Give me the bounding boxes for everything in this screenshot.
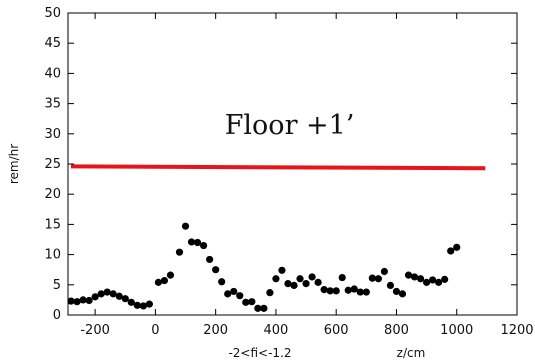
data-point (206, 255, 214, 264)
x-tick-label: 200 (203, 323, 228, 338)
data-point (109, 290, 117, 298)
x-tick-label: 1000 (440, 323, 473, 338)
floor-reference-line (71, 164, 486, 171)
x-tick-label: 0 (151, 323, 159, 338)
data-point (121, 295, 129, 303)
y-tick-label: 5 (53, 278, 61, 293)
data-point (127, 298, 135, 306)
data-point (272, 275, 280, 283)
x-tick-label: 800 (384, 323, 409, 338)
data-point (422, 278, 431, 286)
y-tick-label: 15 (44, 217, 61, 232)
data-point (187, 238, 196, 246)
x-tick-label: 600 (324, 323, 349, 338)
plot-border (67, 12, 518, 316)
data-point (145, 300, 153, 308)
y-tick-label: 50 (44, 6, 61, 21)
data-point (296, 275, 304, 283)
data-point (308, 273, 316, 281)
data-point (79, 296, 87, 304)
data-point (326, 287, 334, 295)
y-tick-label: 25 (44, 157, 61, 172)
data-point (139, 302, 147, 310)
data-point (320, 286, 328, 294)
data-point (181, 222, 190, 230)
data-point (254, 304, 262, 312)
x-axis-caption: -2<fi<-1.2 (228, 346, 291, 360)
data-point (260, 304, 268, 312)
data-point (278, 266, 286, 274)
y-tick-label: 35 (44, 97, 61, 112)
data-point (166, 271, 175, 279)
data-point (441, 275, 449, 283)
y-tick-label: 0 (53, 308, 61, 323)
data-point (380, 267, 389, 276)
data-point (392, 287, 401, 296)
data-point (404, 271, 413, 279)
y-tick-label: 30 (44, 127, 61, 142)
data-point (200, 241, 208, 250)
data-point (374, 275, 382, 283)
data-point (266, 289, 274, 297)
data-point (453, 243, 461, 251)
y-axis-label: rem/hr (7, 144, 21, 184)
data-point (350, 285, 358, 293)
data-point (332, 287, 340, 295)
plot-frame (67, 12, 518, 316)
data-point (284, 279, 292, 288)
x-tick-label: 1200 (500, 323, 533, 338)
y-tick-label: 10 (44, 248, 61, 263)
y-axis-ticks: 0 5 10 15 20 25 30 35 40 45 50 (44, 6, 517, 323)
data-point (67, 297, 75, 305)
data-point (410, 273, 419, 281)
data-point (416, 275, 425, 283)
data-point (362, 288, 370, 296)
data-point (302, 279, 310, 288)
data-point (398, 290, 407, 298)
data-point (344, 286, 352, 294)
data-point (248, 298, 256, 306)
data-point (160, 276, 169, 285)
data-point (175, 248, 184, 256)
data-point (193, 238, 202, 247)
data-point (368, 274, 376, 282)
y-tick-label: 40 (44, 66, 61, 81)
data-point (314, 278, 322, 286)
data-point (290, 281, 298, 290)
data-point (429, 276, 437, 284)
data-point (356, 288, 364, 296)
data-point (447, 247, 455, 255)
y-tick-label: 20 (44, 187, 61, 202)
floor-annotation: Floor +1’ (225, 110, 355, 141)
x-axis-label: z/cm (397, 346, 426, 360)
data-point (236, 292, 244, 300)
y-tick-label: 45 (44, 36, 61, 51)
data-point (103, 288, 111, 296)
data-point (242, 298, 250, 306)
data-point (435, 278, 443, 286)
data-point (133, 301, 141, 309)
data-point (218, 278, 226, 286)
data-point (154, 278, 163, 286)
data-point (230, 287, 238, 296)
data-point (212, 266, 220, 274)
x-tick-label: 400 (264, 323, 289, 338)
data-point (386, 281, 395, 290)
data-point (91, 293, 99, 301)
data-points (67, 222, 461, 312)
data-point (97, 290, 105, 298)
data-point (85, 296, 93, 305)
data-point (224, 290, 232, 298)
data-point (338, 273, 346, 282)
data-point (73, 298, 81, 306)
x-tick-label: -200 (80, 323, 110, 338)
x-axis-ticks: -200 0 200 400 600 800 1000 1200 (80, 13, 534, 338)
data-point (115, 292, 123, 300)
reference-line-group (71, 164, 486, 171)
